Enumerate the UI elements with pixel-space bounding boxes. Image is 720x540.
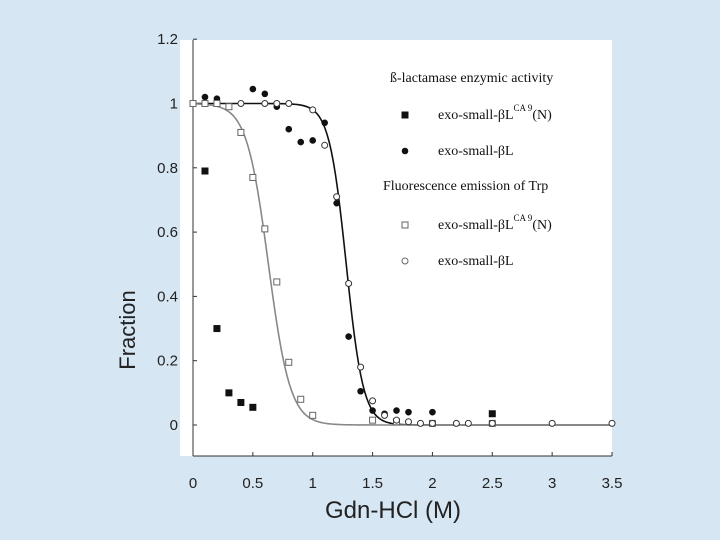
marker-open-square xyxy=(401,221,409,229)
x-tick-label: 3.5 xyxy=(602,475,623,492)
y-tick-label: 0.8 xyxy=(157,160,178,177)
marker-open-circle xyxy=(381,411,389,419)
marker-open-circle xyxy=(237,100,245,107)
marker-open-square xyxy=(201,100,209,107)
marker-filled-square xyxy=(401,111,409,119)
legend-entry-label: exo-small-βL xyxy=(438,144,514,159)
marker-open-square xyxy=(189,100,197,107)
x-tick-label: 0.5 xyxy=(242,475,263,492)
marker-open-circle xyxy=(488,419,496,427)
marker-filled-circle xyxy=(369,407,376,414)
marker-filled-circle xyxy=(393,407,400,414)
legend: ß-lactamase enzymic activity Fluorescenc… xyxy=(383,71,553,269)
marker-open-circle xyxy=(357,363,365,371)
marker-open-circle xyxy=(416,419,424,427)
marker-open-circle xyxy=(369,397,377,405)
y-tick-label: 0.6 xyxy=(157,224,178,241)
marker-open-circle xyxy=(548,419,556,427)
marker-filled-circle xyxy=(285,125,293,133)
marker-open-square xyxy=(213,100,221,107)
marker-open-square xyxy=(285,358,293,366)
marker-filled-square xyxy=(237,398,245,406)
marker-open-square xyxy=(273,278,281,286)
marker-filled-circle xyxy=(297,138,305,146)
marker-open-circle xyxy=(608,419,616,427)
marker-open-circle xyxy=(261,100,269,107)
x-tick-label: 0 xyxy=(189,475,197,492)
y-tick-label: 0 xyxy=(170,417,178,434)
marker-open-square xyxy=(225,103,233,111)
marker-filled-circle xyxy=(401,147,409,155)
marker-filled-square xyxy=(488,410,496,418)
marker-filled-circle xyxy=(261,90,269,98)
marker-filled-circle xyxy=(321,119,328,127)
marker-open-square xyxy=(249,173,257,181)
marker-open-circle xyxy=(273,100,281,107)
marker-open-circle xyxy=(309,106,317,114)
y-tick-label: 0.4 xyxy=(157,288,178,305)
marker-filled-circle xyxy=(309,137,317,144)
marker-open-square xyxy=(237,128,245,136)
legend-heading-enzymic: ß-lactamase enzymic activity xyxy=(390,71,553,86)
plot-area xyxy=(180,40,612,456)
trp-fluorescence-fit xyxy=(192,103,612,426)
marker-open-circle xyxy=(333,193,341,201)
marker-open-circle xyxy=(464,419,472,427)
marker-open-square xyxy=(261,225,269,233)
marker-open-square xyxy=(369,416,377,424)
marker-filled-circle xyxy=(249,85,257,93)
marker-open-square xyxy=(297,395,305,403)
marker-filled-circle xyxy=(345,333,352,340)
marker-filled-square xyxy=(225,389,233,397)
axis-frame xyxy=(192,40,612,457)
x-tick-label: 1.5 xyxy=(362,475,383,492)
legend-entry-label: exo-small-βLCA 9(N) xyxy=(438,213,552,233)
y-tick-label: 0.2 xyxy=(157,353,178,370)
marker-filled-square xyxy=(249,403,257,411)
marker-open-circle xyxy=(393,416,401,424)
legend-heading-fluorescence: Fluorescence emission of Trp xyxy=(383,179,548,194)
x-tick-label: 2 xyxy=(428,475,436,492)
marker-filled-circle xyxy=(333,199,340,207)
marker-filled-square xyxy=(201,167,209,175)
tick-labels: 0 0.5 1 1.5 2 2.5 3 3.5 0 0.2 0.4 0.6 0.8 1 1.2 xyxy=(157,31,622,492)
marker-filled-circle xyxy=(201,93,209,101)
legend-entry-label: exo-small-βL xyxy=(438,254,514,269)
marker-open-circle xyxy=(285,100,293,107)
x-tick-label: 2.5 xyxy=(482,475,503,492)
y-tick-label: 1.2 xyxy=(157,31,178,48)
marker-filled-circle xyxy=(405,408,412,416)
marker-open-circle xyxy=(321,141,329,149)
marker-open-circle xyxy=(404,418,412,426)
marker-open-circle xyxy=(452,419,460,427)
y-axis-label: Fraction xyxy=(115,290,140,369)
y-tick-label: 1 xyxy=(170,96,178,113)
x-tick-label: 3 xyxy=(548,475,556,492)
marker-open-circle xyxy=(401,257,409,265)
data-markers xyxy=(189,85,616,427)
marker-open-circle xyxy=(345,280,353,288)
marker-open-circle xyxy=(428,419,436,427)
legend-entry-label: exo-small-βLCA 9(N) xyxy=(438,103,552,123)
x-axis-label: Gdn-HCl (M) xyxy=(325,497,461,524)
marker-filled-square xyxy=(213,325,221,333)
x-tick-label: 1 xyxy=(309,475,317,492)
marker-filled-circle xyxy=(429,408,436,416)
marker-filled-circle xyxy=(357,387,364,395)
marker-open-square xyxy=(309,411,317,419)
